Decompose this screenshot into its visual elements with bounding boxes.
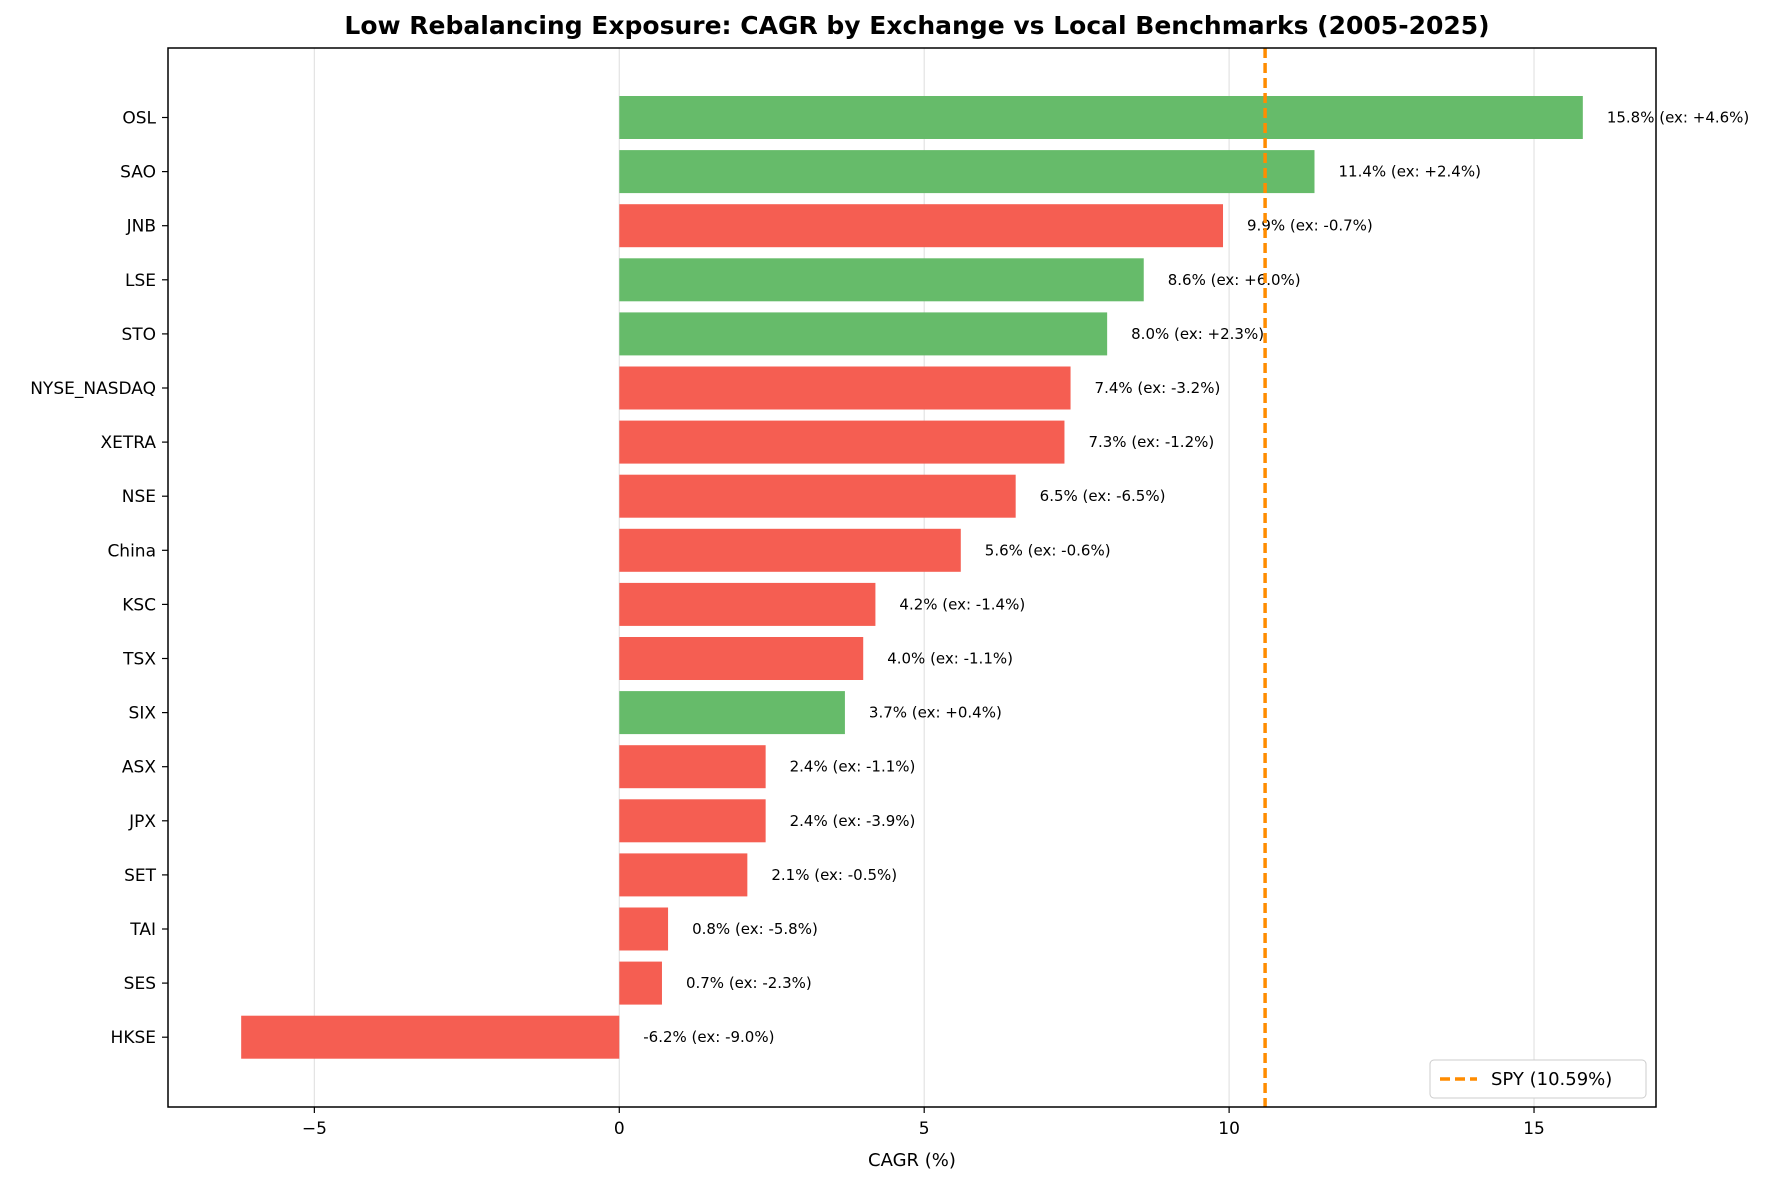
bar-asx — [619, 745, 766, 789]
bar-tsx — [619, 637, 864, 680]
data-label: 11.4% (ex: +2.4%) — [1338, 163, 1480, 181]
data-label: 3.7% (ex: +0.4%) — [869, 704, 1002, 722]
bars — [241, 96, 1583, 1059]
data-label: 0.7% (ex: -2.3%) — [686, 974, 812, 992]
data-label: 2.4% (ex: -1.1%) — [790, 758, 916, 776]
bar-nse — [619, 474, 1016, 518]
data-label: 2.4% (ex: -3.9%) — [790, 812, 916, 830]
data-label: 0.8% (ex: -5.8%) — [692, 920, 818, 938]
data-label: -6.2% (ex: -9.0%) — [643, 1028, 774, 1046]
y-tick-label: XETRA — [100, 433, 156, 453]
data-label: 5.6% (ex: -0.6%) — [985, 541, 1111, 559]
y-tick-label: HKSE — [111, 1028, 156, 1048]
bar-jnb — [619, 204, 1224, 248]
data-label: 8.6% (ex: +6.0%) — [1168, 271, 1301, 289]
legend-label: SPY (10.59%) — [1491, 1069, 1612, 1090]
legend-box — [1429, 1059, 1647, 1099]
y-tick-label: TAI — [129, 920, 156, 940]
data-label: 7.4% (ex: -3.2%) — [1095, 379, 1221, 397]
y-tick-label: NYSE_NASDAQ — [30, 379, 156, 399]
bar-osl — [619, 96, 1583, 139]
y-tick-label: KSC — [122, 595, 156, 615]
bar-sto — [619, 312, 1108, 356]
x-axis-label: CAGR (%) — [868, 1150, 956, 1171]
bar-nyse_nasdaq — [619, 366, 1071, 410]
x-tick-label: 0 — [614, 1119, 625, 1139]
bar-tai — [619, 907, 669, 951]
chart-title: Low Rebalancing Exposure: CAGR by Exchan… — [344, 11, 1489, 40]
x-tick-label: 15 — [1523, 1119, 1545, 1139]
plot-frame — [167, 47, 1657, 1108]
y-axis: OSL SAO JNB LSE STO NYSE_NASDAQ XETRA NSE China K… — [30, 109, 168, 1048]
data-label: 6.5% (ex: -6.5%) — [1040, 487, 1166, 505]
y-tick-label: LSE — [125, 271, 156, 291]
y-tick-label: SIX — [129, 704, 157, 724]
y-tick-label: SET — [124, 866, 157, 886]
y-tick-label: SAO — [120, 163, 156, 183]
bar-jpx — [619, 799, 766, 843]
bar-hkse — [241, 1015, 620, 1059]
bar-ksc — [619, 582, 876, 626]
legend: SPY (10.59%) — [1429, 1059, 1647, 1099]
y-tick-label: NSE — [122, 487, 156, 507]
y-tick-label: ASX — [122, 758, 156, 778]
bar-ses — [619, 961, 662, 1005]
data-label: 2.1% (ex: -0.5%) — [771, 866, 897, 884]
x-tick-label: 10 — [1218, 1119, 1240, 1139]
bar-six — [619, 691, 845, 735]
data-label: 7.3% (ex: -1.2%) — [1088, 433, 1214, 451]
y-tick-label: JPX — [128, 812, 156, 832]
data-label: 8.0% (ex: +2.3%) — [1131, 325, 1264, 343]
y-tick-label: China — [107, 541, 156, 561]
x-tick-label: −5 — [302, 1119, 327, 1139]
data-label: 4.0% (ex: -1.1%) — [887, 650, 1013, 668]
bar-lse — [619, 258, 1144, 302]
y-tick-label: TSX — [122, 650, 156, 670]
bar-set — [619, 853, 748, 897]
y-tick-label: SES — [124, 974, 156, 994]
y-tick-label: STO — [121, 325, 156, 345]
data-label: 15.8% (ex: +4.6%) — [1607, 109, 1749, 127]
data-label: 4.2% (ex: -1.4%) — [899, 595, 1025, 613]
bar-china — [619, 528, 961, 572]
y-tick-label: JNB — [126, 217, 156, 237]
bar-sao — [619, 150, 1315, 194]
bar-xetra — [619, 420, 1065, 464]
data-label: 9.9% (ex: -0.7%) — [1247, 217, 1373, 235]
y-tick-label: OSL — [122, 109, 156, 129]
data-labels: 15.8% (ex: +4.6%) 11.4% (ex: +2.4%) 9.9% (… — [643, 109, 1749, 1047]
x-tick-label: 5 — [919, 1119, 930, 1139]
x-axis: −5 0 5 10 15 — [302, 1107, 1545, 1139]
